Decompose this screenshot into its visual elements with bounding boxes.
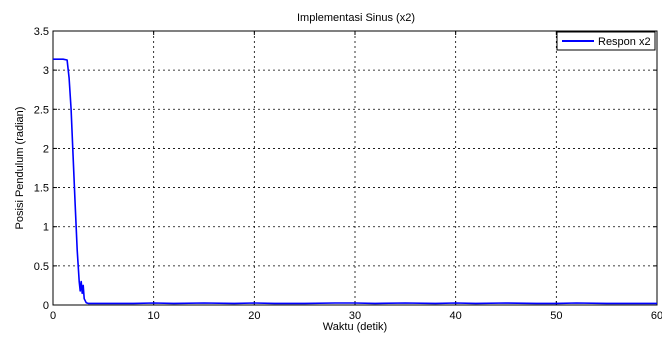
- x-tick-label: 10: [148, 310, 160, 322]
- y-tick-label: 3: [43, 65, 49, 77]
- x-tick-label: 0: [50, 310, 56, 322]
- y-tick-label: 1.5: [34, 183, 49, 195]
- x-axis-title: Waktu (detik): [323, 321, 387, 333]
- series-line-respon-x2: [53, 58, 657, 305]
- x-tick-label: 60: [651, 310, 662, 322]
- y-axis-title: Posisi Pendulum (radian): [14, 107, 26, 230]
- x-tick-label: 40: [450, 310, 462, 322]
- y-tick-label: 0: [43, 300, 49, 312]
- legend: Respon x2: [556, 31, 656, 51]
- x-tick-label: 30: [349, 310, 361, 322]
- y-tick-label: 3.5: [34, 26, 49, 38]
- x-tick-label: 20: [248, 310, 260, 322]
- y-tick-label: 1: [43, 222, 49, 234]
- x-tick-label: 50: [550, 310, 562, 322]
- grid-lines: [53, 31, 657, 305]
- axis-ticks: 0 10 20 30 40 50 60 0 0.5 1 1.5 2 2.5 3 3.5: [34, 26, 662, 322]
- y-tick-label: 0.5: [34, 261, 49, 273]
- y-tick-label: 2.5: [34, 104, 49, 116]
- y-tick-label: 2: [43, 143, 49, 155]
- legend-label-respon-x2: Respon x2: [598, 36, 651, 48]
- legend-box: [556, 31, 656, 51]
- series-layer: [53, 58, 657, 305]
- chart-title: Implementasi Sinus (x2): [297, 12, 415, 24]
